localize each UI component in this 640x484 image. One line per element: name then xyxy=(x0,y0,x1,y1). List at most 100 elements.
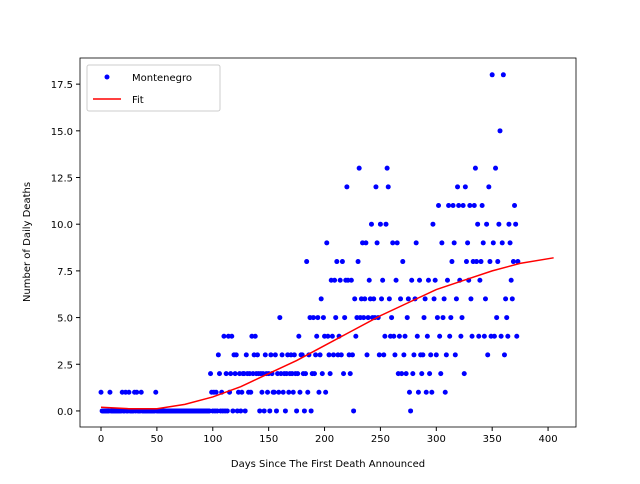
data-point xyxy=(294,408,300,414)
y-tick-label: 7.5 xyxy=(57,267,73,278)
data-point xyxy=(228,371,234,377)
data-point xyxy=(232,371,238,377)
data-point xyxy=(332,277,338,283)
data-point xyxy=(446,203,452,209)
data-point xyxy=(490,240,496,246)
data-point xyxy=(409,277,415,283)
data-point xyxy=(485,352,491,358)
data-point xyxy=(314,333,320,339)
data-point xyxy=(364,352,370,358)
data-point xyxy=(337,277,343,283)
data-point xyxy=(390,240,396,246)
data-point xyxy=(262,352,268,358)
data-point xyxy=(347,371,353,377)
data-point xyxy=(413,240,419,246)
data-point xyxy=(338,352,344,358)
data-point xyxy=(453,296,459,302)
data-point xyxy=(326,352,332,358)
data-point xyxy=(373,184,379,190)
data-point xyxy=(325,333,331,339)
data-point xyxy=(431,296,437,302)
data-point xyxy=(98,389,104,395)
data-point xyxy=(459,315,465,321)
data-point xyxy=(411,352,417,358)
data-point xyxy=(399,371,405,377)
y-tick-label: 15.0 xyxy=(51,127,73,138)
data-point xyxy=(310,315,316,321)
data-point xyxy=(405,296,411,302)
y-tick-label: 5.0 xyxy=(57,314,73,325)
data-point xyxy=(305,389,311,395)
x-tick-label: 50 xyxy=(151,434,164,445)
x-tick-label: 100 xyxy=(203,434,222,445)
data-point xyxy=(356,165,362,171)
data-point xyxy=(484,221,490,227)
data-point xyxy=(452,352,458,358)
data-point xyxy=(352,296,358,302)
data-point xyxy=(271,389,277,395)
data-point xyxy=(419,371,425,377)
data-point xyxy=(344,184,350,190)
data-point xyxy=(377,221,383,227)
data-point xyxy=(506,221,512,227)
data-point xyxy=(437,333,443,339)
data-point xyxy=(467,203,473,209)
data-point xyxy=(440,315,446,321)
x-tick-label: 250 xyxy=(371,434,390,445)
data-point xyxy=(501,352,507,358)
data-point xyxy=(508,277,514,283)
data-point xyxy=(499,240,505,246)
data-point xyxy=(478,259,484,265)
data-point xyxy=(320,315,326,321)
data-point xyxy=(215,352,221,358)
data-point xyxy=(496,221,502,227)
data-point xyxy=(505,333,511,339)
data-point xyxy=(330,352,336,358)
data-point xyxy=(432,277,438,283)
data-point xyxy=(268,352,274,358)
data-point xyxy=(353,333,359,339)
data-point xyxy=(391,333,397,339)
data-point xyxy=(221,333,227,339)
data-point xyxy=(481,333,487,339)
data-point xyxy=(230,408,236,414)
data-point xyxy=(450,203,456,209)
data-point xyxy=(223,371,229,377)
data-point xyxy=(403,371,409,377)
data-point xyxy=(233,352,239,358)
data-point xyxy=(433,352,439,358)
data-point xyxy=(297,389,303,395)
data-point xyxy=(334,259,340,265)
data-point xyxy=(342,315,348,321)
data-point xyxy=(396,333,402,339)
data-point xyxy=(381,352,387,358)
data-point xyxy=(513,221,519,227)
data-point xyxy=(286,389,292,395)
data-point xyxy=(386,296,392,302)
data-point xyxy=(434,315,440,321)
data-point xyxy=(329,333,335,339)
y-tick-label: 0.0 xyxy=(57,407,73,418)
y-tick-label: 17.5 xyxy=(51,80,73,91)
data-point xyxy=(316,389,322,395)
data-point xyxy=(366,277,372,283)
data-point xyxy=(107,389,113,395)
data-point xyxy=(239,389,245,395)
data-point xyxy=(462,184,468,190)
data-point xyxy=(361,315,367,321)
data-point xyxy=(243,352,249,358)
data-point xyxy=(449,259,455,265)
data-point xyxy=(291,352,297,358)
data-point xyxy=(153,389,159,395)
data-point xyxy=(471,203,477,209)
data-point xyxy=(497,128,503,134)
data-point xyxy=(430,221,436,227)
data-point xyxy=(272,352,278,358)
x-tick-label: 350 xyxy=(483,434,502,445)
data-point xyxy=(494,315,500,321)
data-point xyxy=(384,165,390,171)
data-point xyxy=(451,240,457,246)
x-tick-label: 0 xyxy=(98,434,104,445)
data-point xyxy=(475,221,481,227)
data-point xyxy=(317,352,323,358)
